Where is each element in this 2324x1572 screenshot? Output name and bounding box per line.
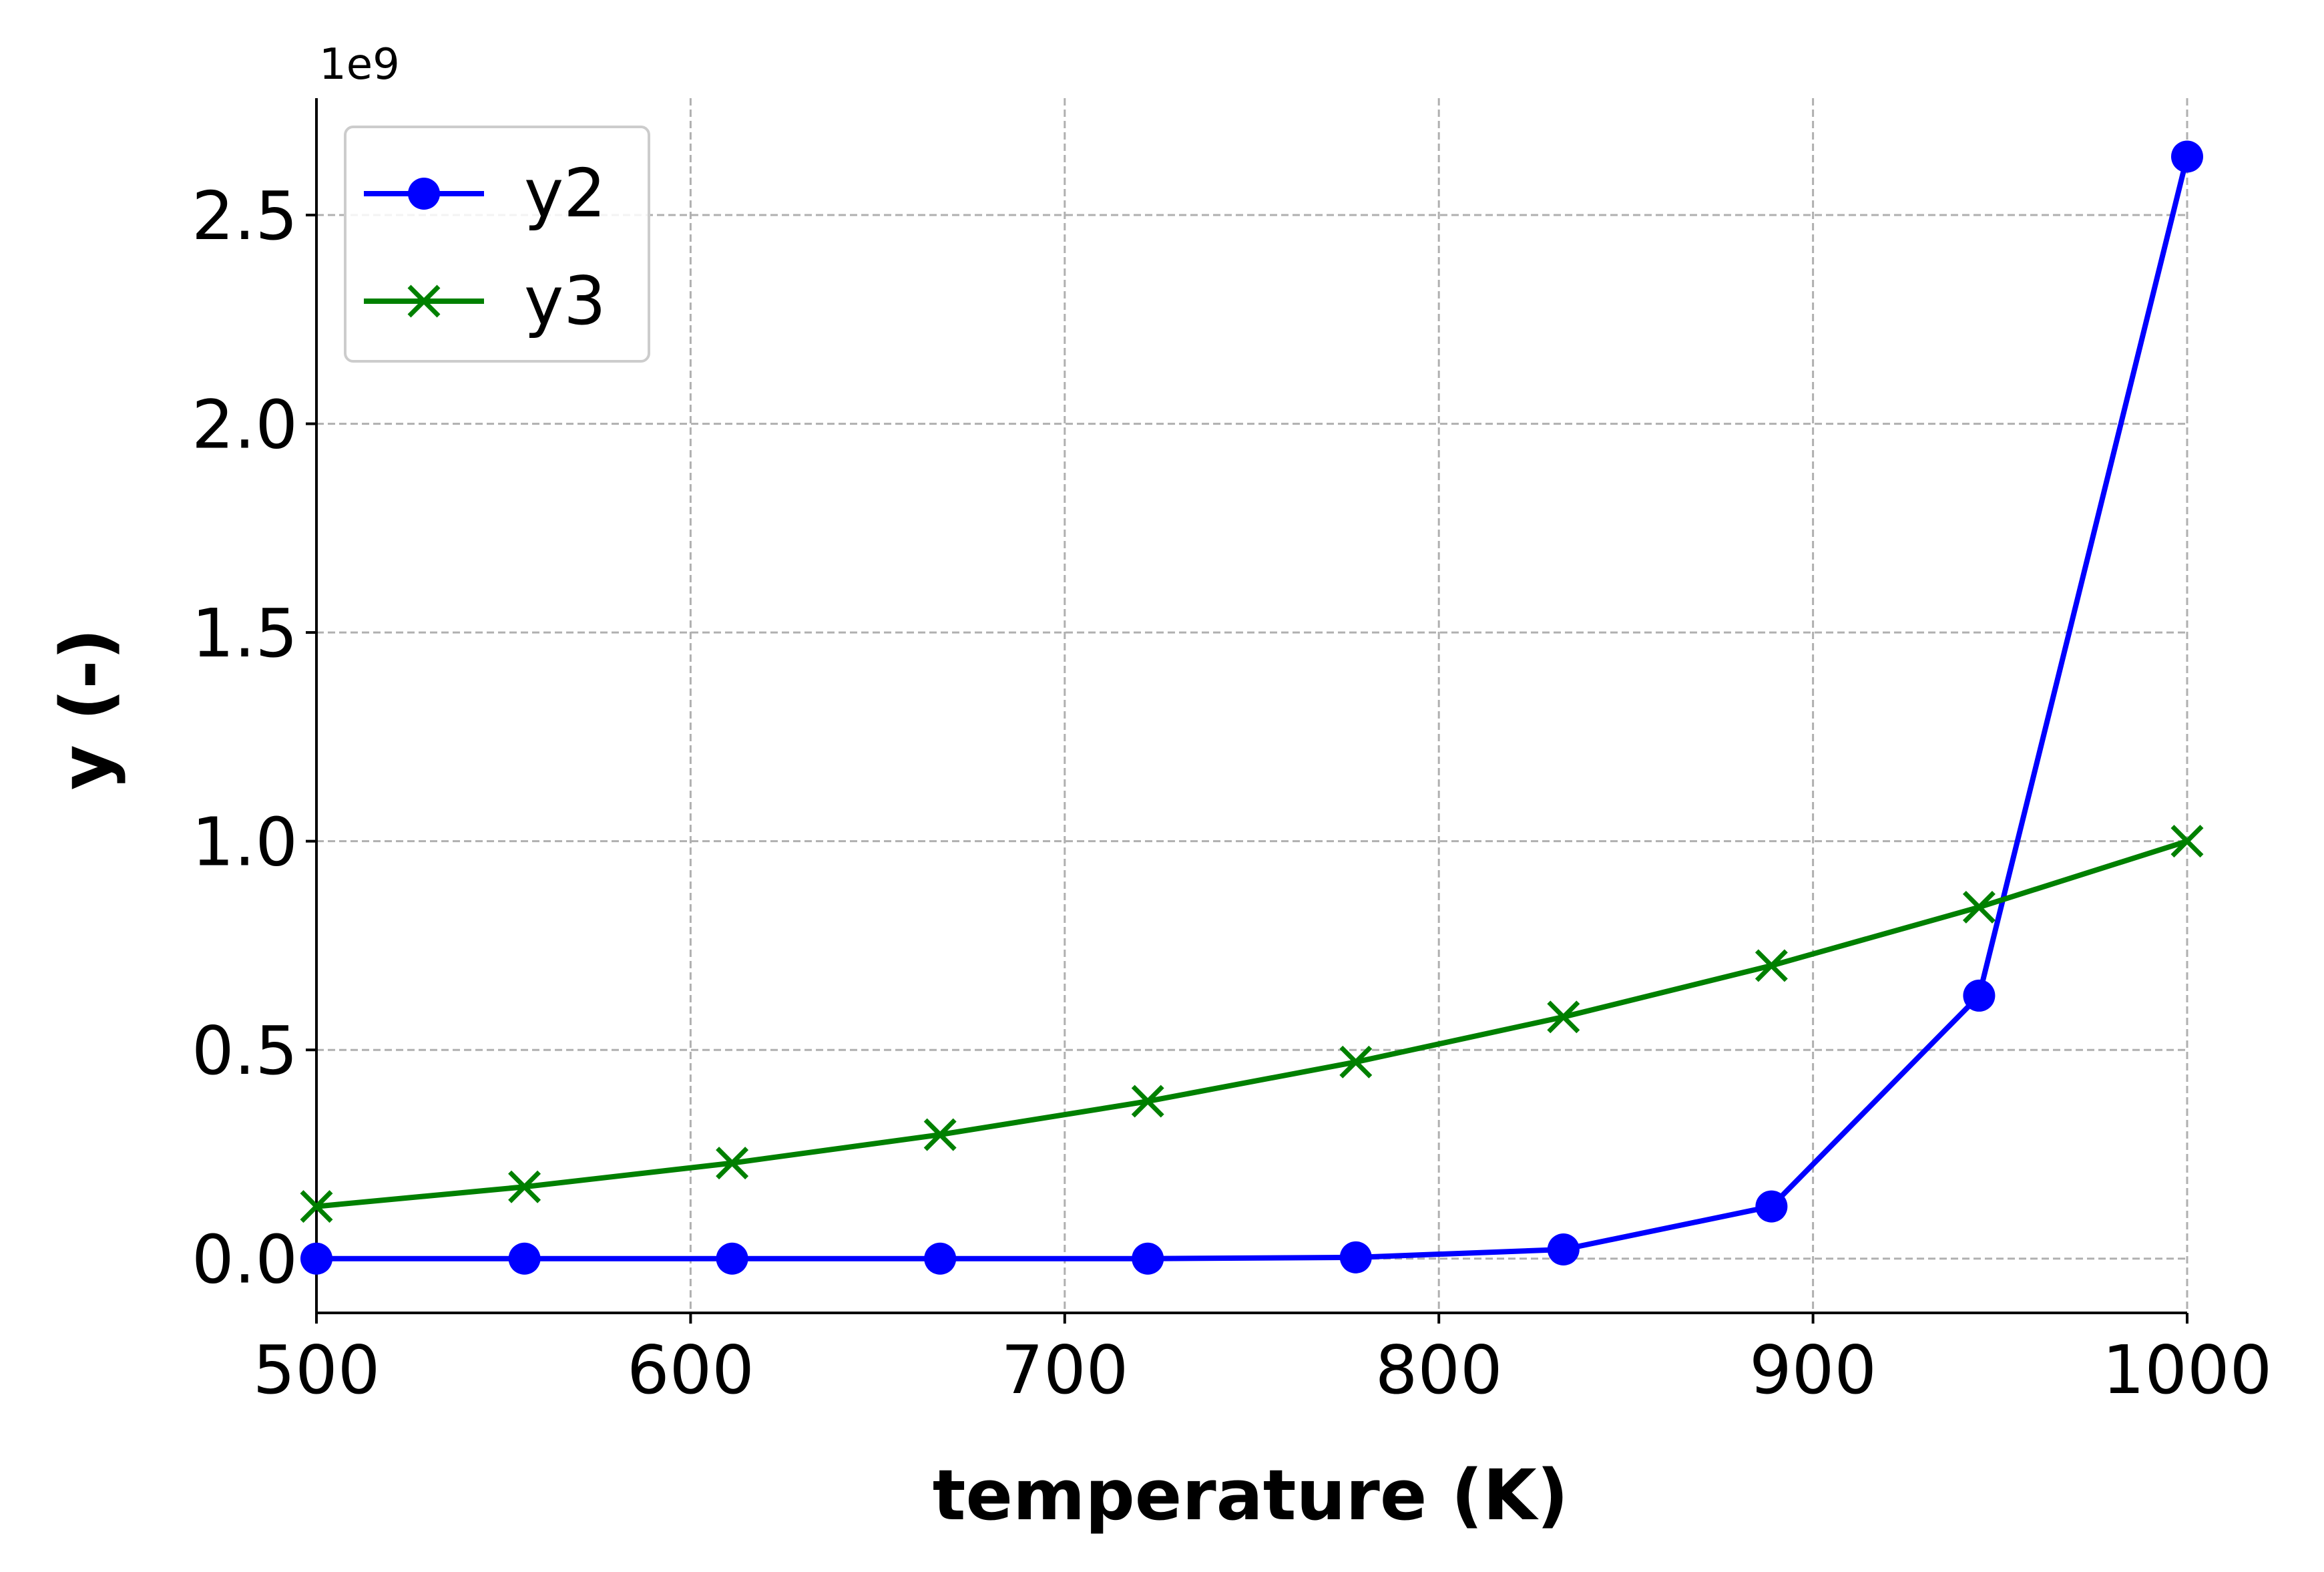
x-tick-label: 500 [253, 1331, 381, 1409]
data-point-y2 [2171, 140, 2203, 173]
series-line-y2 [316, 156, 2190, 1261]
data-point-y2 [508, 1242, 541, 1275]
data-point-y3 [300, 1190, 333, 1223]
y-tick-label: 2.0 [192, 386, 298, 464]
data-point-y3 [1339, 1045, 1373, 1078]
x-tick-label: 900 [1749, 1331, 1877, 1409]
legend-label-y3: y3 [524, 262, 606, 340]
data-point-y2 [300, 1242, 332, 1275]
data-point-y2 [1755, 1190, 1788, 1223]
data-point-y2 [1963, 979, 1996, 1012]
data-point-y3 [508, 1170, 541, 1203]
data-point-y3 [2170, 825, 2204, 858]
legend: y2 y3 [344, 126, 650, 363]
data-point-y3 [1547, 1000, 1580, 1034]
data-point-y2 [1339, 1241, 1372, 1273]
axes [306, 98, 2188, 1324]
tick-labels: 500 600 700 800 900 1000 0.0 0.5 1.0 1.5 2.0 2.5 [192, 177, 2272, 1409]
y-offset-label: 1e9 [319, 40, 400, 89]
x-tick-label: 800 [1375, 1331, 1503, 1409]
x-tick-label: 1000 [2102, 1331, 2273, 1409]
legend-marker-y3 [407, 284, 441, 318]
legend-entry-y2: y2 [364, 154, 606, 232]
x-tick-label: 700 [1001, 1331, 1128, 1409]
y-tick-label: 1.0 [192, 803, 298, 881]
data-point-y3 [1131, 1085, 1164, 1118]
series-layer [300, 140, 2204, 1275]
x-tick-label: 600 [627, 1331, 754, 1409]
data-point-y3 [923, 1118, 957, 1151]
data-point-y2 [1547, 1233, 1580, 1265]
y-tick-label: 0.0 [192, 1221, 298, 1299]
data-point-y3 [716, 1147, 749, 1180]
series-y3 [300, 825, 2204, 1223]
legend-marker-y2 [408, 178, 440, 210]
y-tick-label: 0.5 [192, 1012, 298, 1090]
data-point-y2 [716, 1242, 748, 1275]
y-axis-label: y (-) [45, 628, 127, 790]
x-axis-label: temperature (K) [933, 1454, 1569, 1536]
y-tick-label: 2.5 [192, 177, 298, 255]
legend-label-y2: y2 [524, 154, 606, 232]
data-point-y3 [1755, 949, 1788, 982]
data-point-y2 [924, 1242, 957, 1275]
series-line-y3 [316, 838, 2188, 1209]
data-point-y2 [1132, 1242, 1164, 1275]
series-y2 [300, 140, 2203, 1275]
legend-entry-y3: y3 [364, 262, 606, 340]
data-point-y3 [1962, 890, 1996, 924]
y-tick-label: 1.5 [192, 594, 298, 672]
